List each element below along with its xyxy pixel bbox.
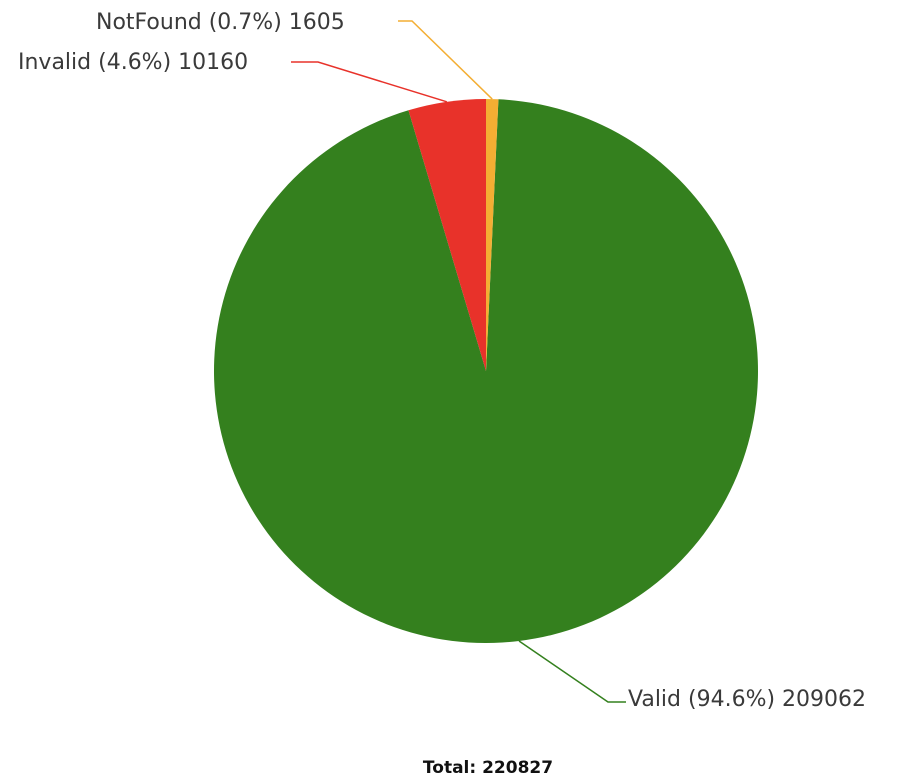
valid-leader-line: [518, 640, 626, 703]
notfound-slice: [486, 99, 499, 371]
notfound-slice-label: NotFound (0.7%) 1605: [96, 10, 345, 35]
total-label: Total: 220827: [423, 758, 553, 778]
invalid-slice-label: Invalid (4.6%) 10160: [18, 50, 248, 75]
label-leader-lines: [291, 20, 626, 703]
notfound-leader-line: [398, 20, 493, 100]
valid-slice: [213, 99, 759, 644]
valid-slice-label: Valid (94.6%) 209062: [628, 687, 866, 712]
invalid-slice: [408, 99, 486, 371]
invalid-leader-line: [291, 61, 448, 103]
pie-slices: [213, 99, 759, 644]
